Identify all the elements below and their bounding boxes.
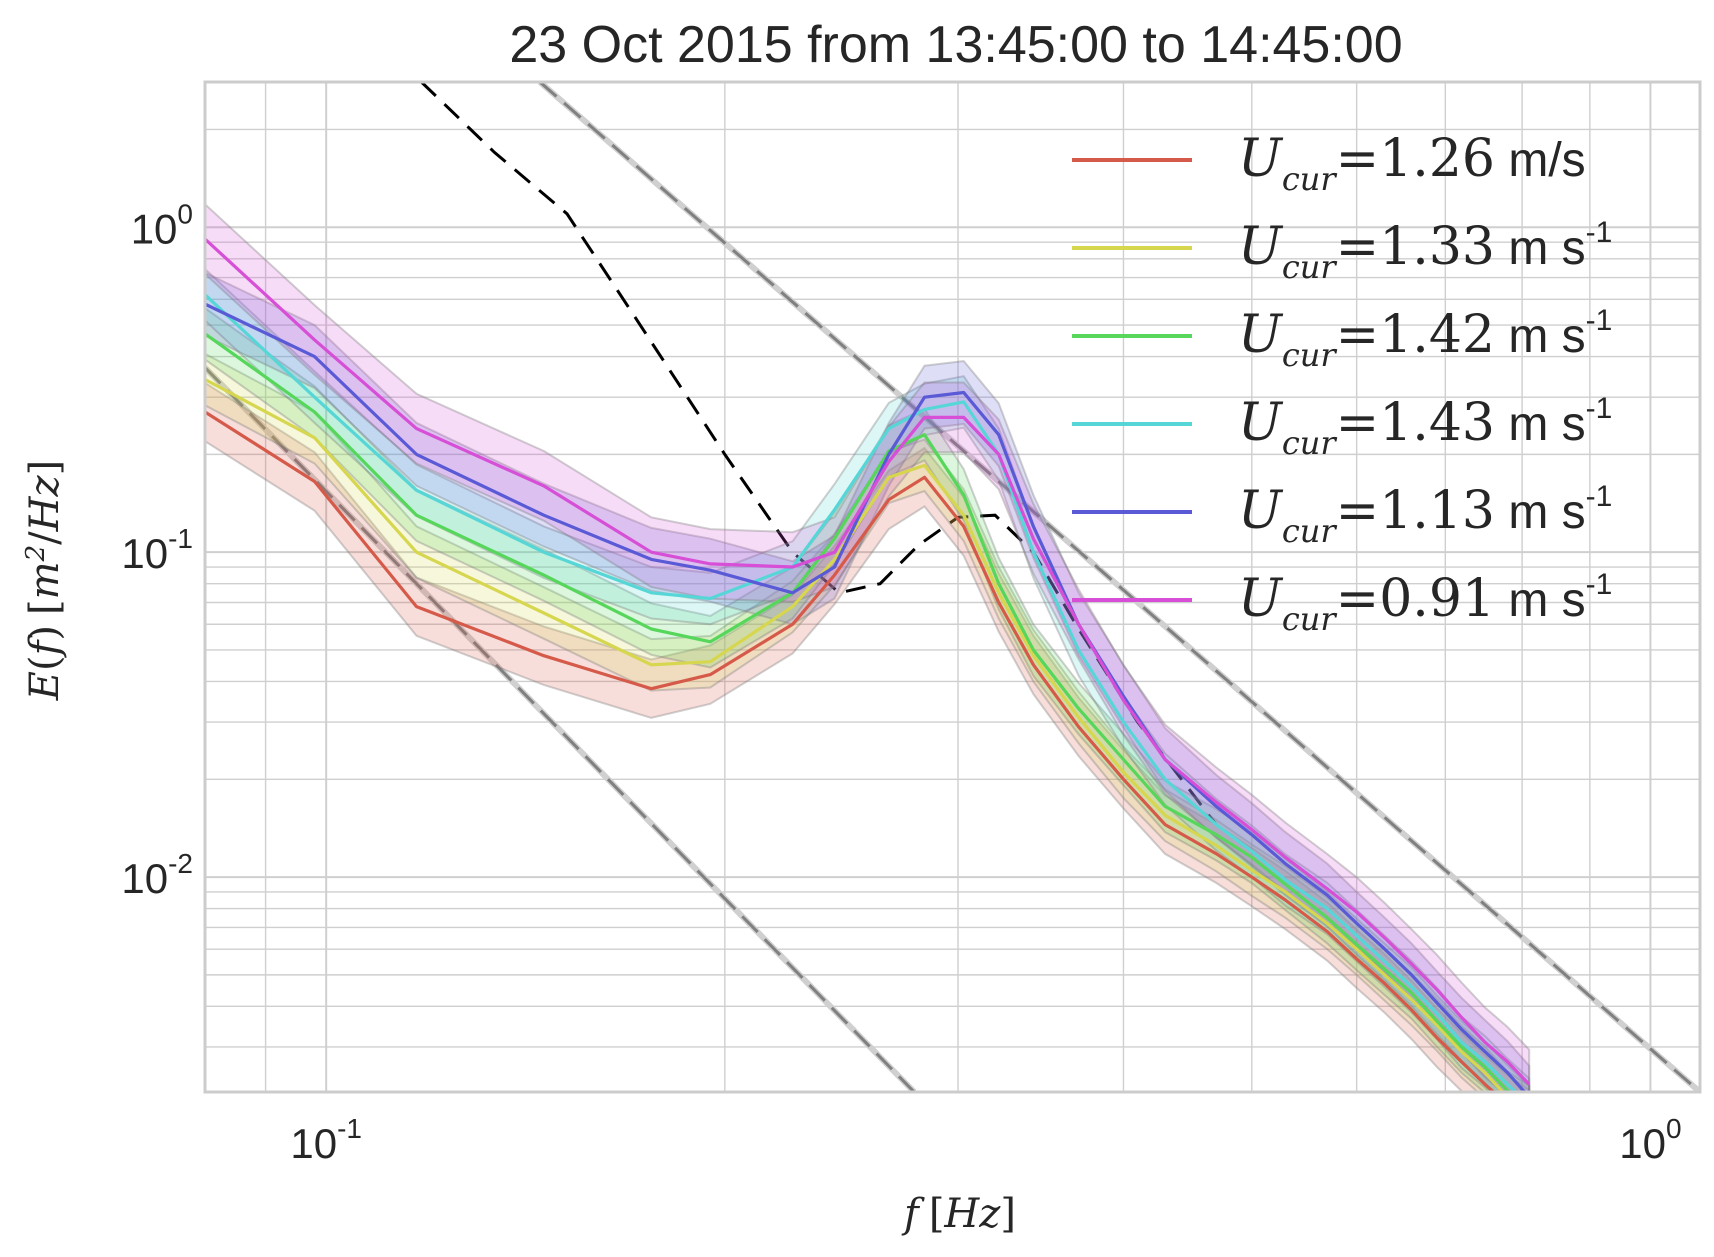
plot-frame <box>203 80 1702 1094</box>
legend: Ucur=1.26 m/s Ucur=1.33 m s-1 Ucur=1.42 m … <box>1072 129 1612 638</box>
series-line <box>205 293 1519 1092</box>
reference-lines <box>205 82 1700 1092</box>
legend-item: Ucur=1.33 m s-1 <box>1072 216 1612 286</box>
legend-item: Ucur=0.91 m s-1 <box>1072 568 1612 638</box>
y-tick-label: 10-1 <box>121 523 193 577</box>
legend-label: Ucur=1.13 m s-1 <box>1238 480 1612 550</box>
y-axis-label: E(f)[m2/Hz] <box>21 460 68 701</box>
chart-title: 23 Oct 2015 from 13:45:00 to 14:45:00 <box>509 16 1402 74</box>
series-lines <box>205 237 1531 1092</box>
confidence-band <box>205 271 1531 1092</box>
legend-label: Ucur=1.43 m s-1 <box>1238 392 1612 462</box>
legend-label: Ucur=1.42 m s-1 <box>1238 304 1612 374</box>
x-tick-label: 10-1 <box>290 1113 362 1167</box>
legend-label: Ucur=1.33 m s-1 <box>1238 216 1612 286</box>
svg-text:E(f)[m2/Hz]: E(f)[m2/Hz] <box>21 460 68 701</box>
legend-label: Ucur=0.91 m s-1 <box>1238 568 1612 638</box>
series-line <box>205 332 1512 1092</box>
series-line <box>205 410 1497 1092</box>
x-tick-label: 100 <box>1619 1113 1681 1167</box>
reference-power-law-line <box>538 82 1700 1092</box>
y-tick-label: 100 <box>131 198 193 252</box>
legend-item: Ucur=1.42 m s-1 <box>1072 304 1612 374</box>
series-line <box>205 237 1531 1086</box>
x-axis-label: f [Hz] <box>901 1191 1016 1237</box>
grid <box>205 82 1700 1092</box>
confidence-band <box>205 306 1531 1092</box>
confidence-band <box>205 381 1531 1092</box>
legend-item: Ucur=1.26 m/s <box>1072 129 1586 198</box>
tick-labels: 10-1 100 10-2 10-1 100 <box>121 198 1681 1167</box>
svg-text:f[Hz]: f [Hz] <box>901 1191 1016 1237</box>
series-line <box>205 378 1505 1092</box>
reference-dashed-spectrum <box>420 82 1218 826</box>
reference-power-law-line <box>205 366 916 1092</box>
legend-label: Ucur=1.26 m/s <box>1238 129 1586 198</box>
confidence-band <box>205 202 1531 1092</box>
legend-item: Ucur=1.43 m s-1 <box>1072 392 1612 462</box>
y-tick-label: 10-2 <box>121 848 193 902</box>
legend-item: Ucur=1.13 m s-1 <box>1072 480 1612 550</box>
